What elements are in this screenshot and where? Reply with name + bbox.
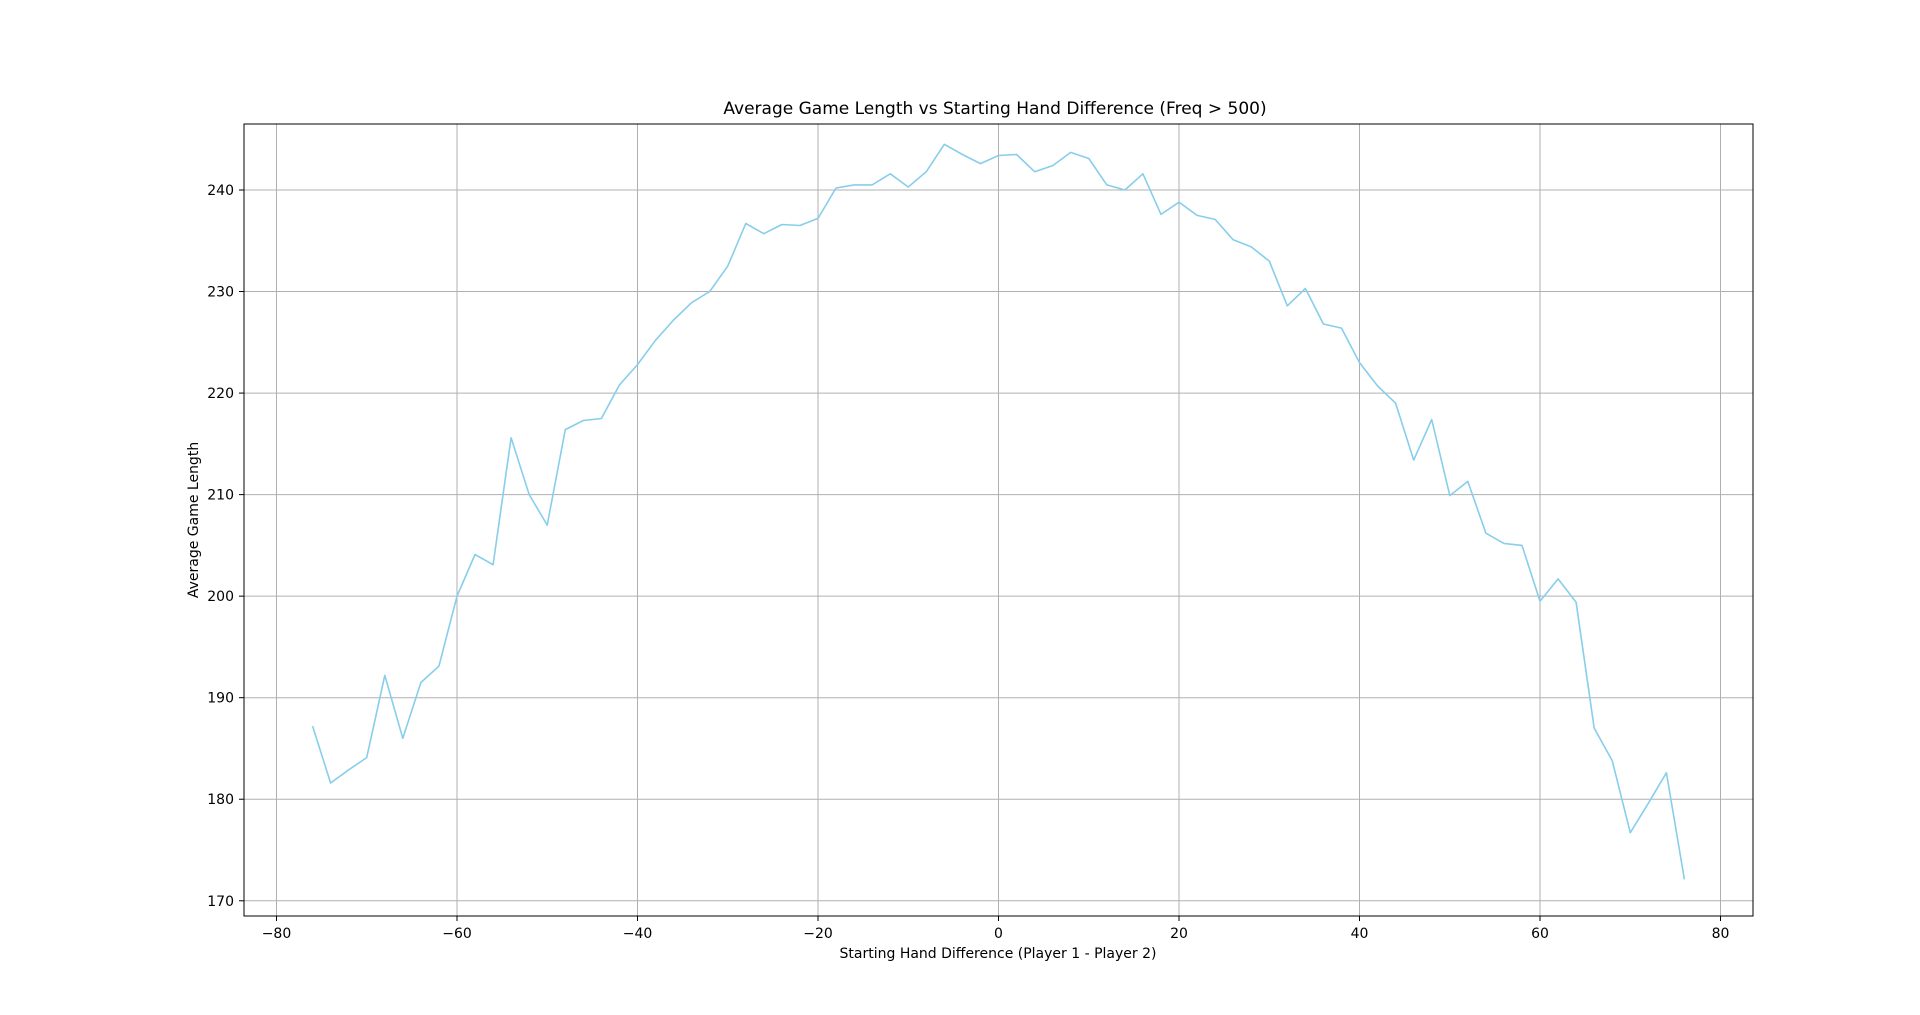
y-axis-label: Average Game Length — [186, 442, 202, 598]
x-tick-label: −40 — [623, 926, 653, 942]
x-tick-label: 80 — [1712, 926, 1730, 942]
x-axis: −80 −60 −40 −20 0 20 40 60 80 — [262, 916, 1730, 942]
grid — [244, 124, 1753, 916]
x-tick-label: 60 — [1531, 926, 1549, 942]
y-tick-label: 200 — [207, 589, 234, 605]
x-tick-label: 40 — [1351, 926, 1369, 942]
y-tick-label: 220 — [207, 386, 234, 402]
y-tick-label: 240 — [207, 183, 234, 199]
x-tick-label: 0 — [994, 926, 1003, 942]
series-line — [311, 143, 1686, 880]
y-tick-label: 230 — [207, 285, 234, 301]
x-axis-label: Starting Hand Difference (Player 1 - Pla… — [840, 946, 1157, 962]
y-tick-label: 170 — [207, 894, 234, 910]
x-tick-label: −80 — [262, 926, 292, 942]
y-tick-label: 210 — [207, 488, 234, 504]
series-layer — [311, 143, 1686, 880]
x-tick-label: −20 — [803, 926, 833, 942]
y-tick-label: 190 — [207, 691, 234, 707]
y-axis: 170 180 190 200 210 220 230 240 — [207, 183, 244, 910]
x-tick-label: −60 — [442, 926, 472, 942]
chart-title: Average Game Length vs Starting Hand Dif… — [723, 99, 1266, 119]
y-tick-label: 180 — [207, 792, 234, 808]
x-tick-label: 20 — [1170, 926, 1188, 942]
